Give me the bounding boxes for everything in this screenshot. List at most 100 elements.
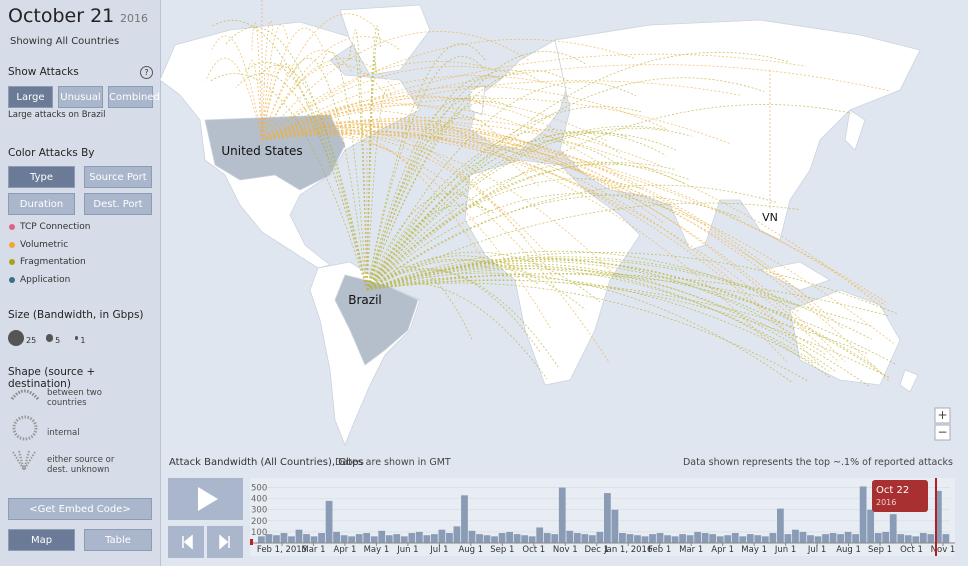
attack-arc (209, 73, 368, 291)
shape-label: either source or dest. unknown (47, 455, 115, 475)
attack-arc (261, 110, 539, 187)
zoom-out-label: − (937, 425, 947, 439)
map-label: VN (762, 211, 778, 224)
bar (814, 536, 822, 543)
bar (844, 531, 852, 543)
bar (852, 534, 859, 543)
attack-arc (366, 125, 670, 291)
bar (468, 530, 476, 543)
toggle-button[interactable]: Source Port (84, 166, 152, 188)
x-tick-label: Sep 1 (490, 545, 514, 555)
attack-arc (261, 118, 637, 197)
bar (423, 535, 431, 543)
bar (596, 531, 604, 543)
bar (476, 534, 483, 543)
bar (761, 536, 769, 543)
bar (867, 509, 875, 543)
attack-arc (366, 51, 790, 291)
attack-arc (320, 51, 368, 291)
bar (438, 529, 446, 543)
attack-arc (261, 36, 401, 141)
attack-arc (366, 267, 830, 372)
bar (280, 533, 288, 543)
toggle-button[interactable]: Duration (8, 193, 75, 215)
bar (889, 514, 897, 543)
bar (927, 534, 935, 543)
attack-arc (366, 106, 642, 291)
bar (258, 536, 265, 543)
bar (701, 533, 709, 543)
bar (882, 531, 890, 543)
attack-arc (366, 259, 878, 369)
attack-arc (366, 255, 532, 291)
help-icon[interactable]: ? (140, 66, 153, 79)
x-tick-label: Feb 1, 2015 (257, 545, 307, 555)
toggle-button[interactable]: Unusual (58, 86, 103, 108)
x-tick-label: Apr 1 (334, 545, 357, 555)
attack-arc (366, 282, 809, 382)
x-tick-label: Nov 1 (931, 545, 956, 555)
bar (679, 534, 686, 543)
attack-arc (366, 81, 637, 291)
size-label: 25 (26, 336, 37, 345)
bar (265, 534, 273, 543)
attack-arc (366, 251, 601, 303)
bar (807, 535, 814, 543)
attack-arc (366, 51, 587, 291)
toggle-button[interactable]: Combined (108, 86, 160, 108)
attack-arc (261, 126, 846, 362)
attack-arc (366, 273, 873, 328)
bar (777, 508, 784, 543)
bar (370, 536, 378, 543)
toggle-button[interactable]: Type (8, 166, 75, 188)
legend-swatch (9, 276, 15, 283)
toggle-button[interactable]: Large (8, 86, 53, 108)
attack-arc (261, 75, 573, 141)
attack-arc (366, 127, 692, 291)
shape-label: internal (47, 428, 80, 438)
attack-arc (366, 25, 380, 291)
embed-button[interactable]: <Get Embed Code> (8, 498, 152, 520)
view-button[interactable]: Map (8, 529, 75, 551)
size-swatch (46, 334, 54, 342)
attack-arc (366, 280, 869, 355)
size-label: 1 (80, 336, 86, 345)
bar (408, 533, 416, 543)
zoom-in[interactable] (934, 407, 951, 424)
marker-date: Oct 22 (876, 485, 909, 496)
bar (363, 533, 371, 543)
attack-arc (366, 75, 504, 291)
x-tick-label: Aug 1 (458, 545, 483, 555)
attack-arc (366, 269, 559, 368)
map-label: United States (221, 144, 302, 158)
date-title: October 21 (8, 5, 115, 27)
section-label: Color Attacks By (8, 147, 95, 159)
year: 2016 (120, 12, 148, 25)
bar (731, 533, 739, 543)
x-tick-label: Jul 1 (807, 545, 826, 555)
size-swatch (8, 330, 24, 346)
view-button[interactable]: Table (84, 529, 152, 551)
section-label: Shape (source + destination) (8, 366, 96, 390)
attack-arc (261, 38, 636, 141)
y-tick-label: 200 (251, 517, 267, 527)
zoom-out[interactable] (934, 424, 951, 441)
y-tick-label: 500 (251, 484, 267, 494)
timezone-note: Dates are shown in GMT (335, 457, 451, 468)
toggle-button[interactable]: Dest. Port (84, 193, 152, 215)
bar (446, 533, 453, 543)
size-swatch (75, 336, 79, 340)
attack-arc (366, 162, 677, 291)
attack-arc (261, 131, 552, 259)
attack-arc (348, 42, 368, 291)
attack-arc (366, 202, 800, 291)
attack-arc (261, 61, 491, 141)
x-tick-label: Aug 1 (836, 545, 861, 555)
attack-arc (366, 263, 837, 372)
attack-arc (261, 50, 352, 141)
next-icon (219, 534, 230, 550)
bar (333, 531, 340, 543)
bar (483, 535, 491, 543)
bar (656, 533, 664, 543)
shape-label: between two countries (47, 388, 102, 408)
